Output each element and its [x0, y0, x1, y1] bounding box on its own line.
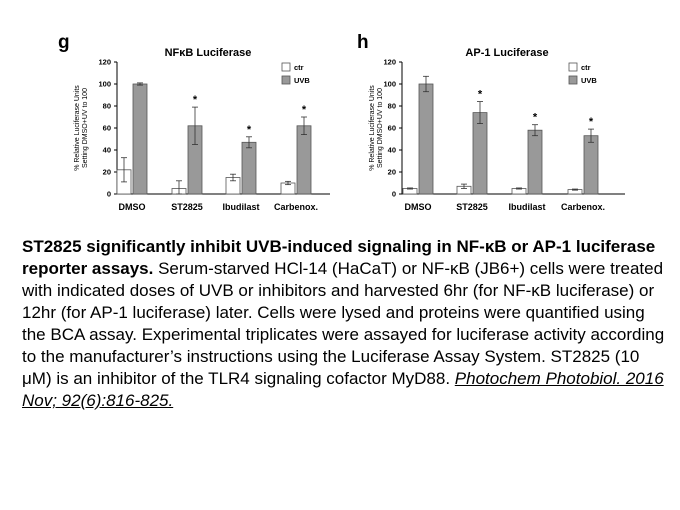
chart-h-y-tick-label: 20	[388, 168, 396, 177]
chart-h-y-tick-label: 100	[383, 80, 396, 89]
chart-h-significance-star: *	[589, 116, 594, 128]
chart-h-y-axis-label-line2: Setting DMSO+UV to 100	[377, 88, 384, 168]
chart-h-bar-uvb	[418, 83, 434, 195]
caption-heading: ST2825 significantly inhibit UVB-induced…	[22, 237, 656, 278]
chart-g-legend-label-uvb: UVB	[294, 76, 310, 85]
chart-g-y-tick-label: 120	[98, 58, 111, 67]
chart-g-y-tick-label: 40	[103, 146, 111, 155]
chart-g-significance-star: *	[302, 104, 307, 116]
caption-citation[interactable]: Photochem Photobiol. 2016 Nov; 92(6):816…	[22, 369, 664, 410]
chart-g-y-tick-label: 20	[103, 168, 111, 177]
chart-g-bar-uvb	[241, 141, 257, 195]
chart-g-bar-uvb	[296, 125, 312, 195]
chart-g-bar-uvb	[132, 83, 148, 195]
figure-caption: ST2825 significantly inhibit UVB-induced…	[22, 236, 672, 412]
chart-h-y-tick-label: 0	[392, 190, 396, 199]
chart-h-legend-swatch-ctr	[568, 62, 578, 72]
chart-g-x-tick-label: DMSO	[119, 202, 146, 212]
chart-g-legend-swatch-uvb	[281, 75, 291, 85]
chart-h-bar-uvb	[472, 112, 488, 195]
chart-g-x-tick-label: Carbenox.	[274, 202, 318, 212]
chart-h-y-tick-label: 60	[388, 124, 396, 133]
chart-g-y-tick-label: 60	[103, 124, 111, 133]
chart-g-significance-star: *	[193, 94, 198, 106]
chart-h-bar-uvb	[583, 135, 599, 195]
caption-body: Serum-starved HCl-14 (HaCaT) or NF-κB (J…	[22, 259, 665, 388]
chart-h-panel-letter: h	[357, 32, 369, 53]
chart-h-x-tick-label: DMSO	[405, 202, 432, 212]
chart-h-significance-star: *	[533, 112, 538, 124]
chart-g-significance-star: *	[247, 124, 252, 136]
chart-h-y-axis-label-line1: % Relative Luciferase Units	[369, 85, 376, 171]
chart-h-y-tick-label: 40	[388, 146, 396, 155]
chart-g-y-axis-label-line1: % Relative Luciferase Units	[74, 85, 81, 171]
chart-g-y-axis-label-line2: Setting DMSO+UV to 100	[82, 88, 89, 168]
figure: g NFκB Luciferase % Relative Luciferase Un…	[58, 32, 625, 212]
chart-h-title: AP-1 Luciferase	[465, 47, 548, 59]
chart-h-y-tick-label: 120	[383, 58, 396, 67]
chart-h-legend-label-ctr: ctr	[581, 63, 591, 72]
chart-h-legend-label-uvb: UVB	[581, 76, 597, 85]
chart-g-legend-label-ctr: ctr	[294, 63, 304, 72]
chart-h-legend-swatch-uvb	[568, 75, 578, 85]
chart-h-significance-star: *	[478, 89, 483, 101]
chart-g-title: NFκB Luciferase	[165, 47, 252, 59]
chart-g-y-tick-label: 80	[103, 102, 111, 111]
chart-g-y-tick-label: 100	[98, 80, 111, 89]
chart-g-legend-swatch-ctr	[281, 62, 291, 72]
chart-g-y-tick-label: 0	[107, 190, 111, 199]
chart-g-panel-letter: g	[58, 32, 70, 53]
chart-g-x-tick-label: ST2825	[171, 202, 203, 212]
chart-h-x-tick-label: Ibudilast	[508, 202, 545, 212]
chart-h-y-tick-label: 80	[388, 102, 396, 111]
chart-h-x-tick-label: Carbenox.	[561, 202, 605, 212]
chart-h-x-tick-label: ST2825	[456, 202, 488, 212]
chart-h-bar-uvb	[527, 129, 543, 195]
chart-g-x-tick-label: Ibudilast	[222, 202, 259, 212]
